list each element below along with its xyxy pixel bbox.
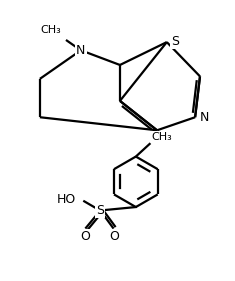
Text: CH₃: CH₃ [152,132,172,142]
Text: N: N [76,44,86,57]
Text: N: N [200,111,209,124]
Text: S: S [171,35,179,48]
Text: O: O [109,230,119,243]
Text: CH₃: CH₃ [41,25,61,35]
Text: O: O [80,230,90,243]
Text: HO: HO [57,192,76,205]
Text: S: S [96,204,104,217]
